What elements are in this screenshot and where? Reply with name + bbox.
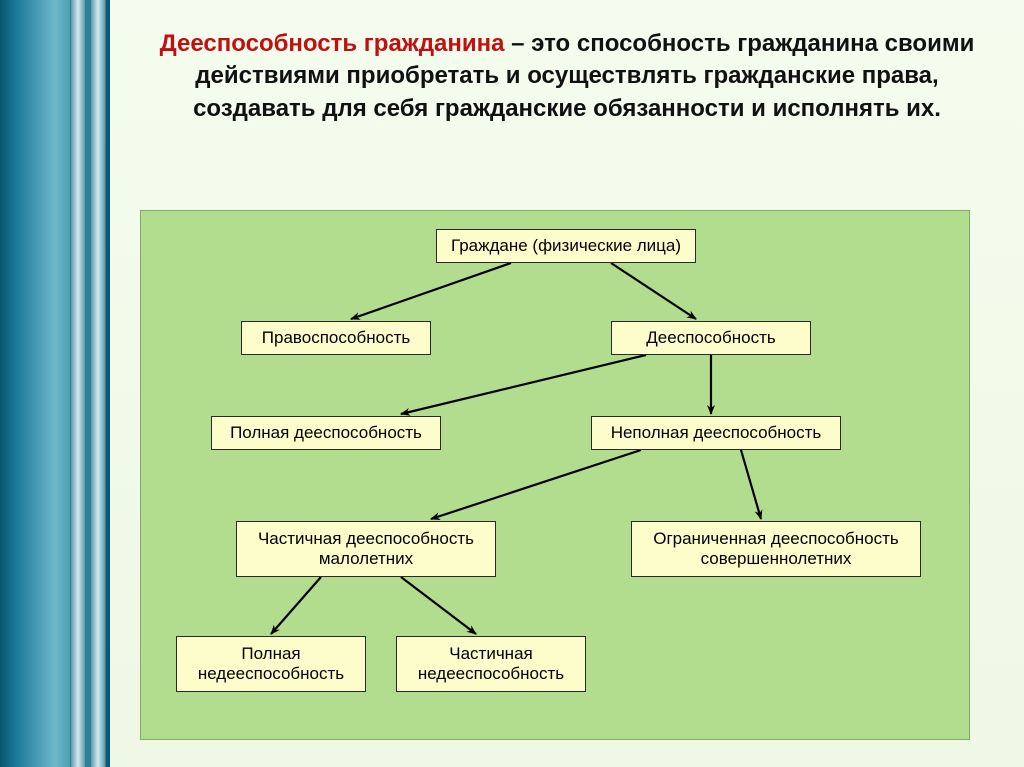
flowchart-node-chastn: Частичная недееспособность (396, 636, 586, 692)
flowchart-node-polna: Полная дееспособность (211, 416, 441, 450)
flowchart-node-dee: Дееспособность (611, 321, 811, 355)
flowchart-node-chast: Частичная дееспособность малолетних (236, 521, 496, 577)
flowchart-edge (611, 263, 696, 319)
decorative-pillar (70, 0, 86, 767)
heading-term: Дееспособность гражданина (160, 30, 505, 57)
flowchart-node-nepol: Неполная дееспособность (591, 416, 841, 450)
flowchart-diagram: Граждане (физические лица) Правоспособнос… (140, 210, 970, 740)
flowchart-edge (271, 577, 321, 634)
flowchart-edge (401, 577, 476, 634)
flowchart-node-pravo: Правоспособность (241, 321, 431, 355)
flowchart-edge (351, 263, 511, 319)
slide-page: Дееспособность гражданина – это способно… (0, 0, 1024, 767)
slide-heading: Дееспособность гражданина – это способно… (150, 28, 984, 125)
flowchart-edge (401, 355, 646, 414)
flowchart-node-ogran: Ограниченная дееспособность совершенноле… (631, 521, 921, 577)
decorative-pillar (90, 0, 106, 767)
flowchart-node-root: Граждане (физические лица) (436, 229, 696, 263)
flowchart-edge (741, 450, 761, 519)
decorative-sidebar (0, 0, 110, 767)
flowchart-node-polned: Полная недееспособность (176, 636, 366, 692)
flowchart-edge (431, 450, 641, 519)
